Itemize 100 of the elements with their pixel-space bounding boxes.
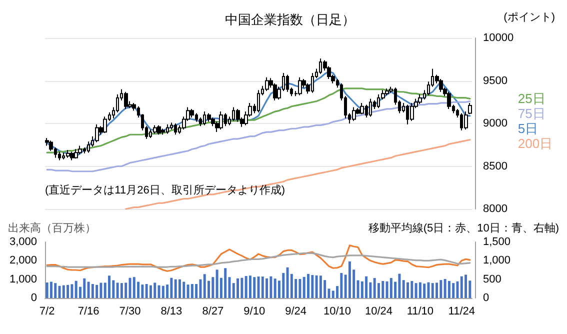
line-series: [46, 244, 471, 272]
candlestick: [447, 91, 451, 110]
y-tick-label: 0: [30, 292, 37, 304]
candlestick: [286, 74, 289, 92]
bar: [149, 285, 152, 298]
candlestick: [190, 108, 194, 118]
line-series: [125, 138, 471, 210]
bar: [398, 274, 401, 298]
bar: [128, 278, 132, 298]
bar: [311, 275, 314, 298]
bar: [406, 282, 409, 298]
bar: [100, 282, 102, 298]
bar: [436, 282, 438, 298]
text: 移動平均線(5日：赤、10日：青、右軸): [368, 222, 559, 234]
bar: [464, 274, 468, 298]
candlestick: [439, 78, 443, 92]
x-tick-label: 7/30: [119, 306, 141, 318]
y-axis-title: 出来高（百万株）: [8, 222, 96, 234]
candlestick: [74, 148, 78, 160]
bar: [390, 278, 392, 298]
bar: [203, 274, 206, 298]
bar: [373, 278, 376, 298]
bar: [270, 276, 272, 298]
y2-tick-label: 1,500: [483, 236, 511, 248]
annotation: (直近データは11月26日、取引所データより作成): [45, 184, 285, 196]
bar: [108, 276, 110, 298]
y-tick-label: 8500: [483, 160, 508, 172]
bar: [456, 281, 459, 298]
bar: [348, 261, 351, 298]
candlestick: [153, 124, 157, 134]
bar: [62, 285, 65, 298]
bar: [199, 279, 202, 298]
bar: [286, 267, 289, 298]
bar: [132, 277, 136, 298]
candlestick: [87, 140, 90, 154]
bar: [66, 284, 70, 298]
candlestick: [124, 91, 128, 110]
candlestick: [58, 151, 61, 161]
bar: [315, 275, 318, 298]
bar: [319, 276, 322, 298]
bar: [162, 286, 164, 298]
x-tick-label: 10/24: [364, 306, 392, 318]
candlestick: [70, 151, 74, 161]
bar: [154, 282, 156, 298]
line-series: [46, 88, 471, 154]
x-tick-label: 9/24: [285, 306, 307, 318]
bar: [120, 283, 123, 298]
y-tick-label: 10000: [483, 32, 514, 44]
y-tick-label: 1,000: [9, 273, 37, 286]
candlestick: [66, 150, 70, 158]
bar: [50, 282, 52, 298]
bar: [460, 276, 463, 298]
bar: [224, 268, 227, 298]
candlestick: [257, 90, 260, 113]
bar: [402, 280, 405, 298]
text: 75日: [518, 106, 546, 122]
bar: [87, 282, 90, 298]
y2-tick-label: 500: [483, 273, 502, 286]
x-tick-label: 11/24: [448, 306, 475, 318]
bar: [145, 284, 148, 298]
bar: [365, 276, 368, 298]
candlestick: [369, 98, 372, 118]
candlestick: [360, 102, 364, 115]
x-tick-label: 7/2: [39, 306, 55, 318]
candlestick: [161, 128, 165, 136]
chart-title: 中国企業指数（日足）: [225, 12, 355, 27]
candlestick: [298, 76, 302, 96]
bar: [74, 280, 78, 298]
line-series: [46, 100, 471, 172]
bar: [340, 272, 343, 298]
bar: [274, 278, 276, 298]
bar: [96, 284, 98, 298]
line-series: [46, 70, 471, 157]
bar: [302, 276, 306, 298]
y-tick-label: 2,000: [9, 254, 37, 267]
bar: [282, 272, 285, 298]
x-tick-label: 10/10: [324, 306, 352, 318]
bar: [240, 278, 244, 298]
candlestick: [468, 102, 472, 115]
bar: [423, 284, 426, 298]
candlestick: [265, 76, 269, 92]
bar: [91, 284, 94, 298]
x-tick-label: 7/16: [78, 306, 100, 318]
bar: [174, 279, 177, 298]
bar: [298, 278, 302, 298]
y-tick-label: 8000: [483, 203, 508, 215]
bar: [386, 281, 388, 298]
x-tick-label: 9/10: [244, 306, 266, 318]
bar: [444, 278, 446, 298]
candlestick: [78, 145, 82, 155]
bar: [212, 277, 214, 298]
candlestick: [464, 111, 468, 130]
bar: [54, 283, 57, 298]
x-tick-label: 8/27: [202, 306, 224, 318]
candlestick: [174, 123, 177, 136]
bar: [414, 283, 418, 298]
bar: [116, 282, 119, 298]
candlestick: [95, 124, 99, 143]
text: 25日: [518, 91, 546, 106]
bar: [46, 282, 48, 298]
